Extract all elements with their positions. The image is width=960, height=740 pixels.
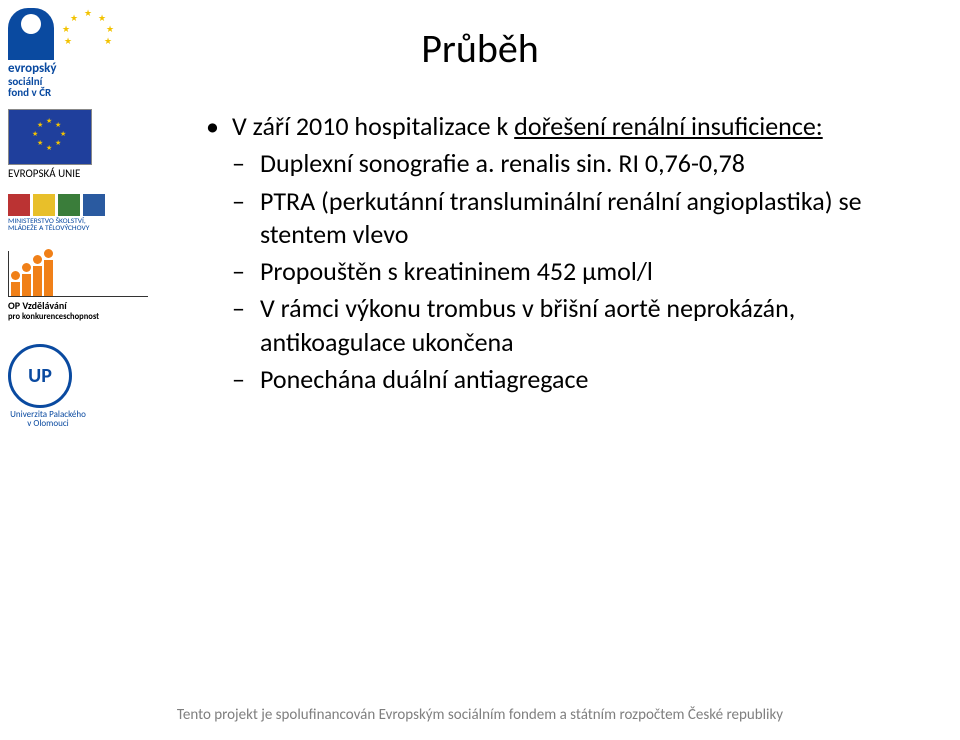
up-text: Univerzita Palackého v Olomouci (8, 410, 88, 429)
opvk-line1: OP Vzdělávání (8, 299, 148, 312)
msmt-text: MINISTERSTVO ŠKOLSTVÍ, MLÁDEŽE A TĚLOVÝC… (8, 218, 148, 233)
opvk-line2: pro konkurenceschopnost (8, 312, 148, 322)
sub-list: Duplexní sonografie a. renalis sin. RI 0… (232, 147, 926, 396)
opvk-bars-icon (8, 251, 148, 297)
slide: ★ ★ ★ ★ ★ ★ ★ evropský sociální fond v Č… (0, 0, 960, 740)
up-logo: UP Univerzita Palackého v Olomouci (8, 344, 178, 429)
sub-item: V rámci výkonu trombus v břišní aortě ne… (232, 292, 926, 359)
sub-item: PTRA (perkutánní transluminální renální … (232, 185, 926, 252)
sub-item: Duplexní sonografie a. renalis sin. RI 0… (232, 147, 926, 180)
bullet-lead: V září 2010 hospitalizace k (232, 110, 514, 142)
opvk-logo: OP Vzdělávání pro konkurenceschopnost (8, 251, 148, 322)
esf-line3: fond v ČR (8, 87, 158, 99)
up-seal-icon: UP (8, 344, 72, 408)
slide-content: V září 2010 hospitalizace k dořešení ren… (206, 110, 926, 402)
slide-title: Průběh (0, 24, 960, 73)
msmt-blocks-icon (8, 194, 148, 216)
bullet-underlined: dořešení renální insuficience: (514, 110, 823, 142)
eu-flag-icon: ★ ★ ★ ★ ★ ★ ★ ★ (8, 109, 92, 165)
sub-item: Ponechána duální antiagregace (232, 363, 926, 396)
sub-item: Propouštěn s kreatininem 452 µmol/l (232, 255, 926, 288)
eu-label: EVROPSKÁ UNIE (8, 167, 178, 180)
eu-logo: ★ ★ ★ ★ ★ ★ ★ ★ EVROPSKÁ UNIE (8, 109, 178, 180)
footer-text: Tento projekt je spolufinancován Evropsk… (0, 706, 960, 724)
bullet-item: V září 2010 hospitalizace k dořešení ren… (206, 110, 926, 396)
msmt-logo: MINISTERSTVO ŠKOLSTVÍ, MLÁDEŽE A TĚLOVÝC… (8, 194, 148, 233)
bullet-list: V září 2010 hospitalizace k dořešení ren… (206, 110, 926, 396)
up-mono: UP (28, 364, 52, 388)
